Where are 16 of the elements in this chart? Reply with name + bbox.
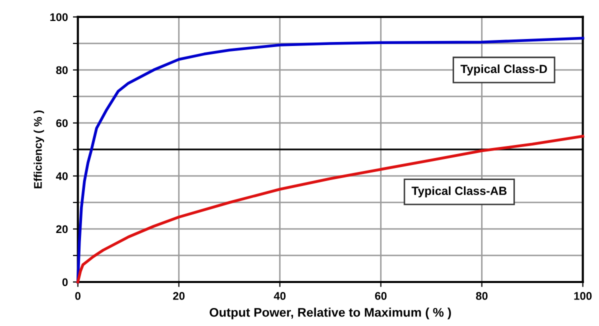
y-tick-label: 100 (50, 13, 68, 22)
x-tick-label: 0 (75, 292, 81, 300)
y-tick-label: 0 (62, 278, 68, 286)
x-tick-label: 20 (173, 292, 185, 300)
x-axis-title: Output Power, Relative to Maximum ( % ) (210, 308, 451, 320)
x-tick-label: 40 (274, 292, 286, 300)
y-axis-title: Efficiency ( % ) (34, 110, 44, 188)
y-tick-label: 40 (56, 172, 68, 180)
x-tick-label: 80 (476, 292, 488, 300)
series-label: Typical Class-D (460, 64, 547, 76)
x-tick-label: 60 (375, 292, 387, 300)
y-tick-label: 20 (56, 225, 68, 234)
series-label: Typical Class-AB (412, 186, 507, 198)
x-tick-label: 100 (574, 292, 592, 300)
y-tick-label: 80 (56, 66, 68, 74)
y-tick-label: 60 (56, 119, 68, 128)
